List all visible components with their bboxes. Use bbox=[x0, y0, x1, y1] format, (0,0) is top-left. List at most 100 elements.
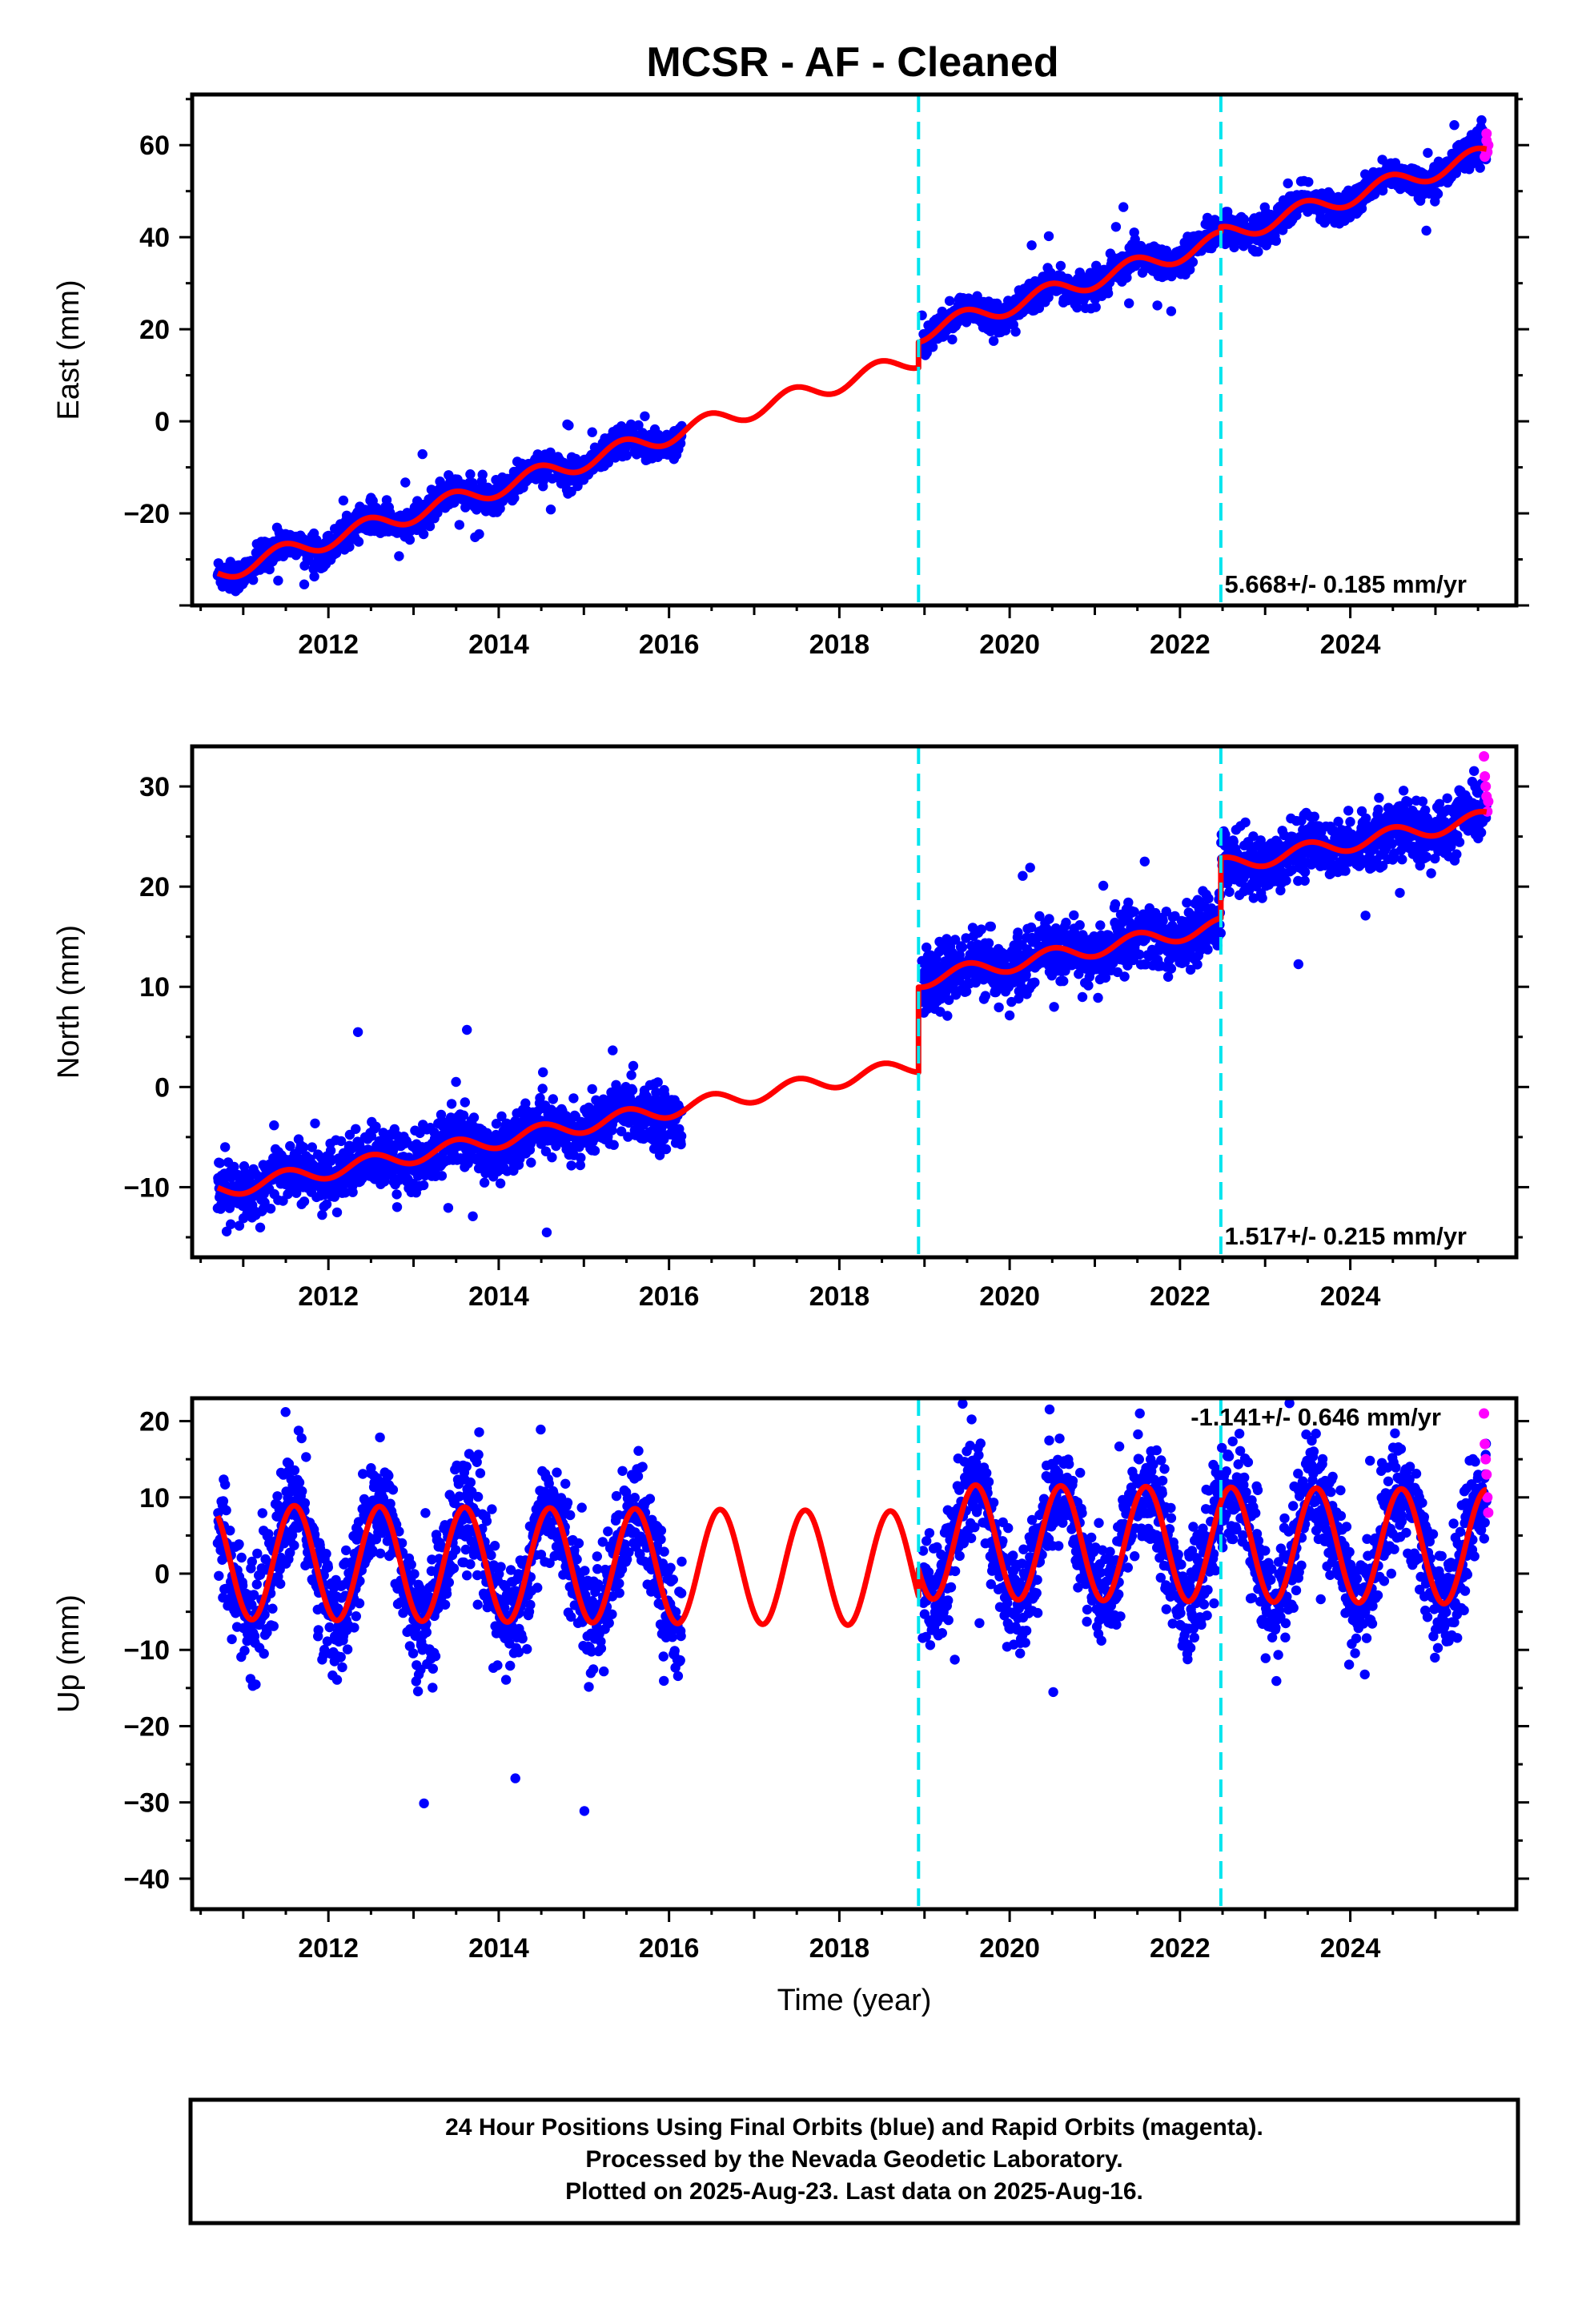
east-y-tick-label: −20 bbox=[123, 499, 170, 529]
east-x-tick-label: 2012 bbox=[298, 629, 359, 660]
east-final-point bbox=[1043, 231, 1054, 242]
north-final-point bbox=[587, 1084, 597, 1095]
north-final-point bbox=[661, 1144, 672, 1155]
east-final-point bbox=[424, 521, 436, 532]
north-final-point bbox=[1074, 920, 1085, 931]
east-final-point bbox=[435, 476, 445, 487]
north-final-point bbox=[1083, 980, 1094, 991]
north-final-point bbox=[1203, 944, 1213, 955]
east-panel: 2012 2014 2016 2018 2020 2022 2024−200204060Ea… bbox=[52, 92, 1529, 660]
east-final-point bbox=[988, 336, 999, 346]
north-final-point bbox=[325, 1145, 336, 1156]
east-final-point bbox=[587, 427, 597, 437]
north-final-point bbox=[462, 1024, 472, 1035]
north-final-point bbox=[1139, 856, 1150, 867]
east-final-point bbox=[344, 541, 355, 552]
north-final-point bbox=[269, 1120, 279, 1131]
north-final-point bbox=[352, 1027, 363, 1038]
north-final-point bbox=[1093, 992, 1103, 1003]
east-final-point bbox=[1102, 288, 1114, 299]
north-final-point bbox=[331, 1207, 343, 1218]
east-final-point bbox=[400, 477, 411, 488]
east-y-tick-label: 40 bbox=[139, 223, 170, 253]
east-final-point bbox=[1432, 188, 1443, 199]
north-final-point bbox=[627, 1085, 638, 1096]
east-x-tick-label: 2014 bbox=[468, 629, 529, 660]
north-final-point bbox=[548, 1094, 558, 1104]
east-final-point bbox=[1026, 240, 1037, 251]
north-final-point bbox=[443, 1203, 454, 1213]
north-final-point bbox=[980, 991, 991, 1001]
north-final-point bbox=[1069, 910, 1079, 921]
north-final-point bbox=[994, 1002, 1004, 1013]
east-plot-area bbox=[212, 115, 1494, 597]
north-final-point bbox=[652, 1077, 663, 1088]
east-final-point bbox=[944, 296, 955, 306]
east-final-point bbox=[477, 469, 488, 480]
east-final-point bbox=[1118, 202, 1129, 212]
north-final-point bbox=[347, 1187, 358, 1197]
north-final-point bbox=[1049, 1002, 1059, 1012]
north-final-point bbox=[1077, 991, 1088, 1003]
north-final-point bbox=[1095, 920, 1106, 931]
north-final-point bbox=[220, 1142, 231, 1152]
east-final-point bbox=[1010, 327, 1021, 337]
east-x-tick-label: 2016 bbox=[639, 629, 700, 660]
east-x-tick-label: 2018 bbox=[809, 629, 870, 660]
east-x-tick-label: 2022 bbox=[1150, 629, 1211, 660]
north-final-point bbox=[1013, 927, 1023, 938]
east-final-point bbox=[1124, 298, 1134, 308]
north-final-point bbox=[1129, 907, 1139, 917]
north-final-point bbox=[351, 1124, 361, 1135]
east-final-point bbox=[1166, 306, 1177, 316]
north-final-point bbox=[1058, 975, 1069, 987]
east-final-point bbox=[1421, 225, 1431, 236]
north-final-point bbox=[568, 1093, 579, 1104]
east-final-point bbox=[465, 469, 476, 480]
north-final-point bbox=[628, 1060, 639, 1072]
east-final-point bbox=[545, 505, 556, 515]
east-final-point bbox=[640, 411, 650, 421]
east-final-point bbox=[1423, 147, 1433, 159]
east-y-tick-label: 60 bbox=[139, 131, 170, 161]
east-final-point bbox=[338, 495, 349, 506]
north-final-point bbox=[226, 1219, 236, 1229]
east-final-point bbox=[1152, 300, 1162, 311]
east-x-tick-label: 2020 bbox=[979, 629, 1040, 660]
north-final-point bbox=[1192, 959, 1203, 970]
east-final-point bbox=[1283, 178, 1293, 189]
north-final-point bbox=[942, 1011, 953, 1021]
east-final-point bbox=[418, 529, 429, 540]
east-rate-label: 5.668+/- 0.185 mm/yr bbox=[1225, 570, 1467, 598]
north-final-point bbox=[451, 1076, 461, 1088]
north-final-point bbox=[418, 1180, 429, 1191]
north-final-point bbox=[255, 1222, 266, 1233]
east-final-point bbox=[394, 551, 404, 561]
east-final-point bbox=[1090, 302, 1101, 312]
north-final-point bbox=[1119, 971, 1130, 982]
north-final-point bbox=[446, 1099, 457, 1109]
north-final-point bbox=[626, 1070, 636, 1080]
north-final-point bbox=[1240, 817, 1251, 828]
north-final-point bbox=[1018, 870, 1028, 881]
north-final-point bbox=[608, 1045, 618, 1055]
east-final-point bbox=[460, 502, 471, 513]
north-final-point bbox=[391, 1202, 403, 1212]
east-final-point bbox=[432, 508, 443, 518]
north-final-point bbox=[566, 1160, 576, 1171]
north-final-point bbox=[541, 1227, 552, 1238]
north-final-point bbox=[1025, 862, 1035, 873]
north-final-point bbox=[1123, 897, 1134, 908]
north-final-point bbox=[1203, 893, 1214, 904]
north-final-point bbox=[983, 938, 994, 948]
north-final-point bbox=[1061, 917, 1071, 928]
east-final-point bbox=[454, 520, 464, 530]
north-final-point bbox=[676, 1131, 687, 1141]
north-final-point bbox=[298, 1142, 309, 1152]
east-final-point bbox=[417, 448, 428, 460]
east-final-point bbox=[947, 334, 958, 345]
north-final-point bbox=[1110, 899, 1121, 910]
east-final-point bbox=[1271, 235, 1282, 246]
north-final-point bbox=[957, 942, 968, 953]
